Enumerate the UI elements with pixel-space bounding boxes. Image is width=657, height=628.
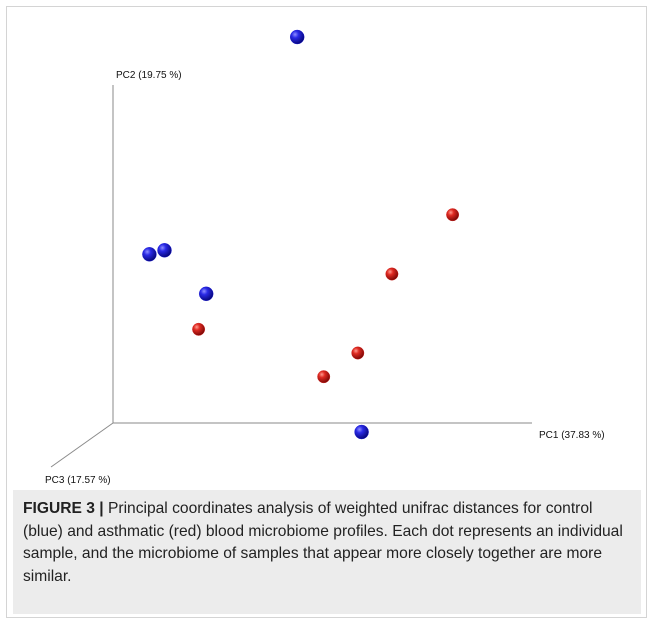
asthmatic-sample-point-4	[351, 346, 365, 360]
control-sample-point-3	[157, 243, 172, 258]
pc3-axis-label: PC3 (17.57 %)	[45, 475, 111, 485]
pc2-axis-label: PC2 (19.75 %)	[116, 70, 182, 81]
pc1-axis-label: PC1 (37.83 %)	[539, 430, 605, 441]
pcoa-plot-svg: PC2 (19.75 %) PC1 (37.83 %) PC3 (17.57 %…	[45, 29, 605, 485]
caption-label: FIGURE 3 |	[23, 500, 104, 517]
asthmatic-sample-point-3	[192, 322, 206, 336]
control-sample-point-4	[198, 286, 214, 301]
figure-frame: PC2 (19.75 %) PC1 (37.83 %) PC3 (17.57 %…	[6, 6, 647, 618]
pc3-axis-line	[50, 422, 114, 468]
control-sample-point-5	[354, 424, 369, 440]
control-sample-point-2	[142, 247, 157, 262]
caption-text: Principal coordinates analysis of weight…	[23, 500, 623, 585]
pcoa-plot: PC2 (19.75 %) PC1 (37.83 %) PC3 (17.57 %…	[7, 7, 648, 485]
asthmatic-sample-point-2	[385, 267, 399, 281]
asthmatic-sample-point-5	[317, 370, 331, 384]
data-points	[142, 29, 459, 440]
figure-caption: FIGURE 3 | Principal coordinates analysi…	[13, 490, 641, 614]
control-sample-point-1	[290, 29, 305, 45]
asthmatic-sample-point-1	[446, 208, 459, 222]
